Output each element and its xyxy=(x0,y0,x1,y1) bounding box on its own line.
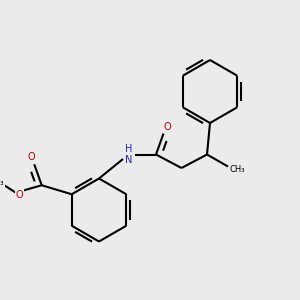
Text: O: O xyxy=(15,190,23,200)
Text: CH₃: CH₃ xyxy=(0,178,4,187)
Text: CH₃: CH₃ xyxy=(229,165,245,174)
Text: O: O xyxy=(27,152,35,162)
Text: H
N: H N xyxy=(125,144,133,165)
Text: O: O xyxy=(163,122,171,132)
